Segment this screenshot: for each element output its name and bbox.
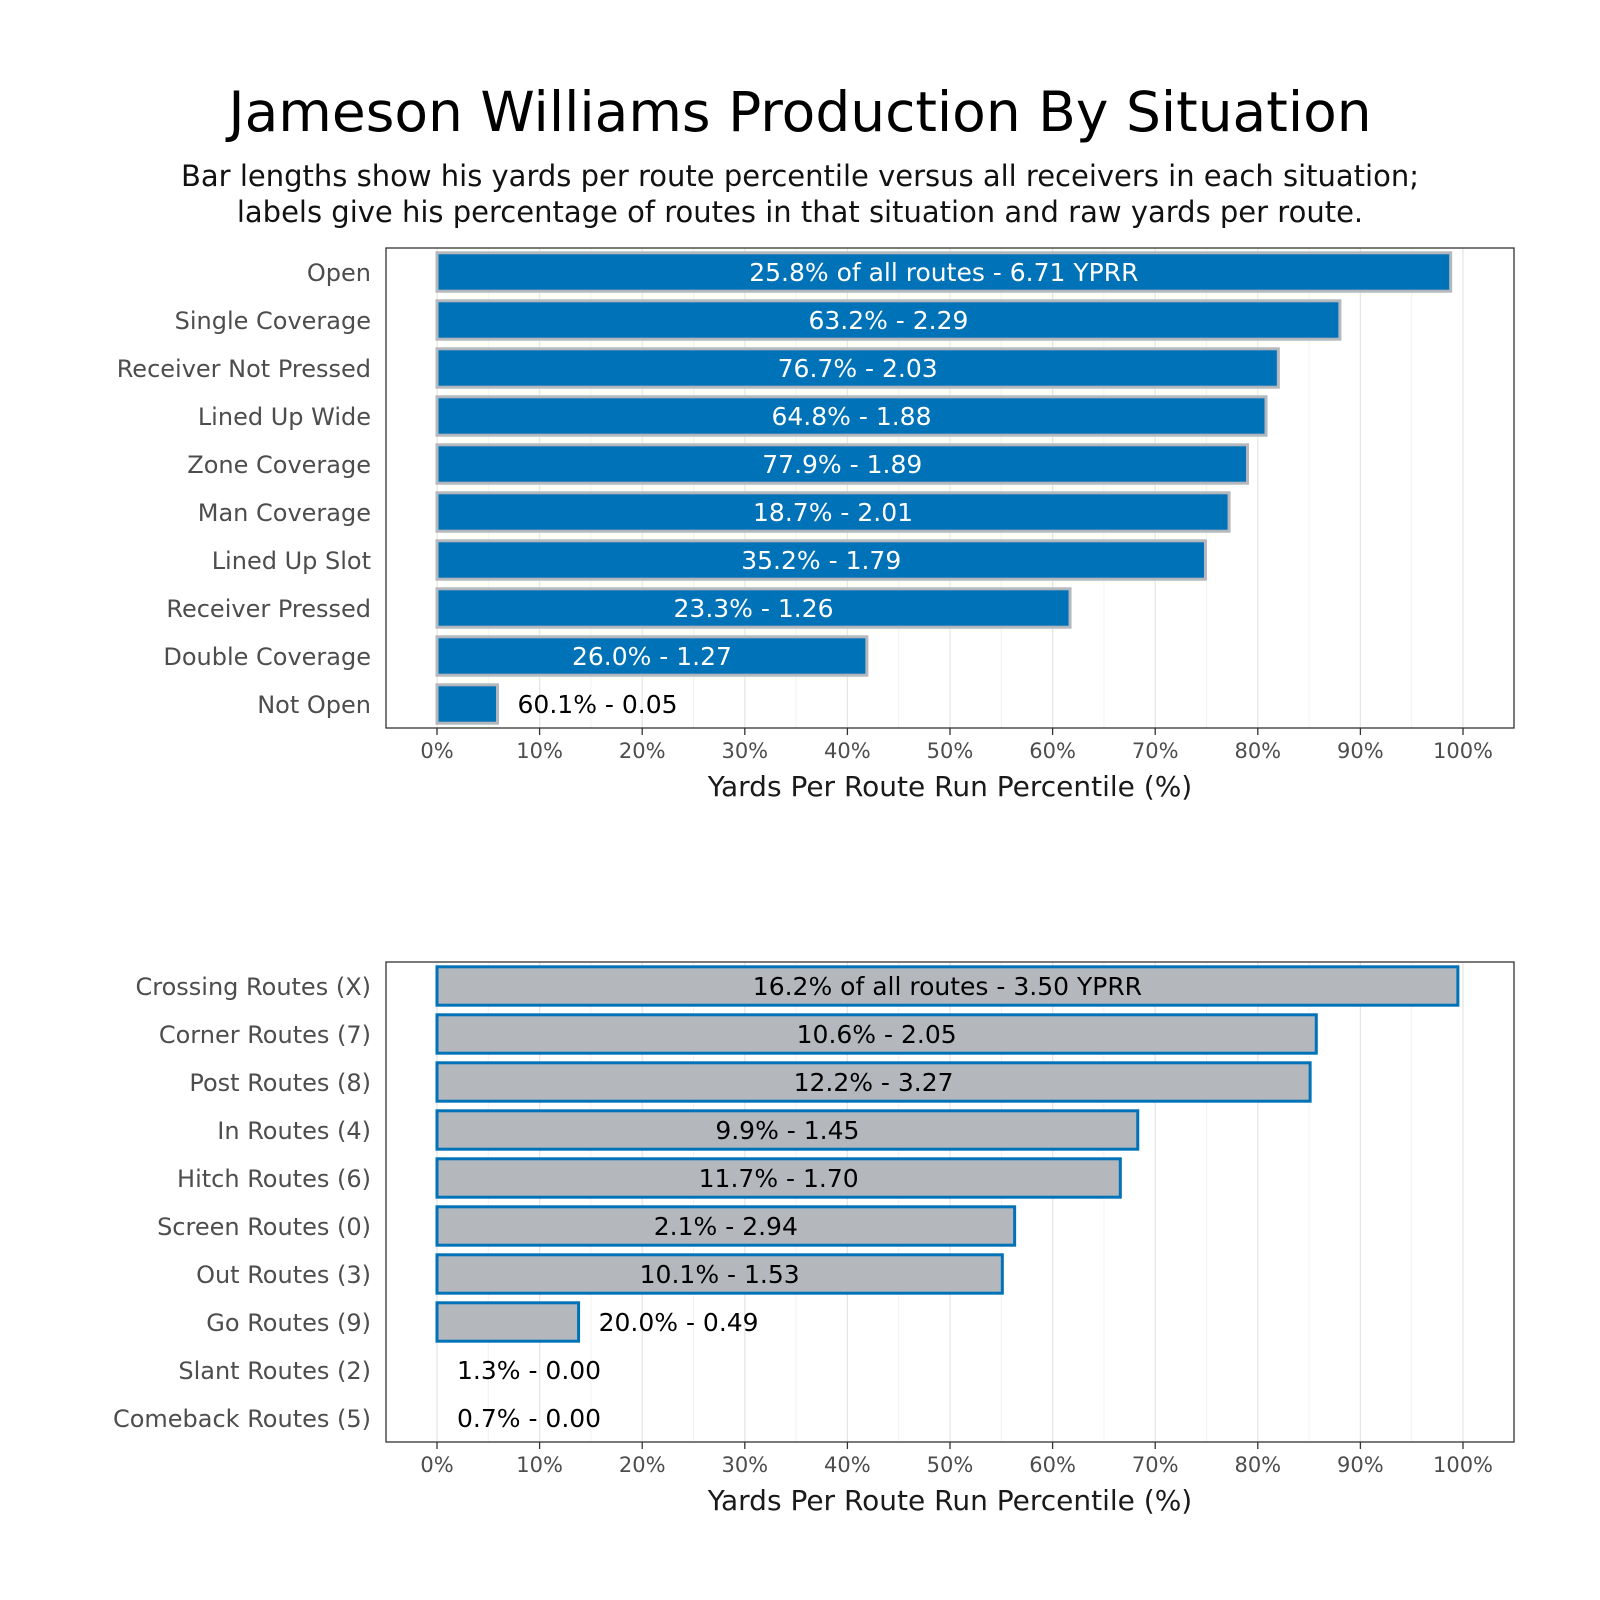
x-tick-label: 60% — [1029, 739, 1076, 763]
category-label: Post Routes (8) — [189, 1069, 371, 1097]
bar — [435, 491, 1231, 533]
category-label: Man Coverage — [198, 499, 371, 527]
category-label: Crossing Routes (X) — [136, 973, 372, 1001]
category-label: Lined Up Slot — [212, 547, 371, 575]
bar — [435, 299, 1342, 341]
category-label: Double Coverage — [163, 643, 371, 671]
bar-data-label: 11.7% - 1.70 — [699, 1164, 859, 1193]
category-label: Open — [307, 259, 371, 287]
category-label: Receiver Pressed — [166, 595, 371, 623]
x-axis-title: Yards Per Route Run Percentile (%) — [707, 770, 1192, 803]
bar-data-label: 64.8% - 1.88 — [772, 402, 932, 431]
x-tick-label: 90% — [1337, 739, 1384, 763]
category-label: Single Coverage — [175, 307, 371, 335]
bar — [435, 1061, 1312, 1103]
x-tick-label: 30% — [721, 739, 768, 763]
bar-data-label: 18.7% - 2.01 — [753, 498, 913, 527]
x-tick-label: 0% — [420, 739, 453, 763]
category-label: Lined Up Wide — [198, 403, 371, 431]
x-tick-label: 40% — [824, 739, 871, 763]
bar-data-label: 1.3% - 0.00 — [457, 1356, 601, 1385]
bar-data-label: 2.1% - 2.94 — [654, 1212, 798, 1241]
category-label: Out Routes (3) — [196, 1261, 371, 1289]
bar-data-label: 23.3% - 1.26 — [674, 594, 834, 623]
chart-panel-2: Crossing Routes (X) 16.2% of all routes -… — [113, 961, 1515, 1517]
x-tick-label: 10% — [516, 739, 563, 763]
bar-data-label: 76.7% - 2.03 — [778, 354, 938, 383]
bar-data-label: 10.1% - 1.53 — [640, 1260, 800, 1289]
bar-data-label: 60.1% - 0.05 — [518, 690, 678, 719]
bar — [435, 1301, 581, 1343]
x-tick-label: 100% — [1433, 1453, 1493, 1477]
bar-data-label: 9.9% - 1.45 — [715, 1116, 859, 1145]
x-tick-label: 60% — [1029, 1453, 1076, 1477]
bar — [435, 347, 1280, 389]
x-tick-label: 20% — [619, 1453, 666, 1477]
x-tick-label: 50% — [927, 739, 974, 763]
category-label: Corner Routes (7) — [159, 1021, 371, 1049]
bar — [435, 1253, 1004, 1295]
x-tick-label: 80% — [1234, 1453, 1281, 1477]
x-tick-label: 70% — [1132, 739, 1179, 763]
bar-data-label: 35.2% - 1.79 — [741, 546, 901, 575]
bar — [435, 1013, 1318, 1055]
bar-data-label: 26.0% - 1.27 — [572, 642, 732, 671]
category-label: Go Routes (9) — [206, 1309, 371, 1337]
bar-data-label: 12.2% - 3.27 — [794, 1068, 954, 1097]
subtitle-line-2: labels give his percentage of routes in … — [236, 195, 1364, 229]
bar — [435, 443, 1250, 485]
x-tick-label: 40% — [824, 1453, 871, 1477]
bar-data-label: 0.7% - 0.00 — [457, 1404, 601, 1433]
subtitle-line-1: Bar lengths show his yards per route per… — [181, 159, 1419, 193]
bar — [435, 683, 500, 725]
bar — [435, 251, 1453, 293]
x-tick-label: 0% — [420, 1453, 453, 1477]
chart-title: Jameson Williams Production By Situation — [228, 80, 1372, 144]
bar-data-label: 77.9% - 1.89 — [762, 450, 922, 479]
bar-data-label: 16.2% of all routes - 3.50 YPRR — [753, 972, 1142, 1001]
bar — [435, 635, 869, 677]
category-label: In Routes (4) — [217, 1117, 371, 1145]
category-label: Receiver Not Pressed — [117, 355, 371, 383]
bar — [435, 1205, 1017, 1247]
chart-subtitle: Bar lengths show his yards per route per… — [100, 158, 1500, 230]
category-label: Slant Routes (2) — [178, 1357, 371, 1385]
bar-data-label: 25.8% of all routes - 6.71 YPRR — [749, 258, 1138, 287]
x-tick-label: 10% — [516, 1453, 563, 1477]
x-tick-label: 20% — [619, 739, 666, 763]
category-label: Zone Coverage — [187, 451, 371, 479]
x-tick-label: 100% — [1433, 739, 1493, 763]
category-label: Not Open — [257, 691, 371, 719]
bar-data-label: 63.2% - 2.29 — [808, 306, 968, 335]
x-tick-label: 30% — [721, 1453, 768, 1477]
chart-panel-1: Open 25.8% of all routes - 6.71 YPRR Singl… — [117, 247, 1515, 803]
bar — [435, 1157, 1122, 1199]
category-label: Screen Routes (0) — [157, 1213, 371, 1241]
bar — [435, 539, 1207, 581]
x-tick-label: 80% — [1234, 739, 1281, 763]
x-tick-label: 90% — [1337, 1453, 1384, 1477]
category-label: Hitch Routes (6) — [177, 1165, 371, 1193]
x-tick-label: 70% — [1132, 1453, 1179, 1477]
bar-data-label: 10.6% - 2.05 — [797, 1020, 957, 1049]
bar — [435, 587, 1072, 629]
category-label: Comeback Routes (5) — [113, 1405, 371, 1433]
bar — [435, 1109, 1140, 1151]
bar-data-label: 20.0% - 0.49 — [599, 1308, 759, 1337]
bar — [435, 395, 1268, 437]
x-tick-label: 50% — [927, 1453, 974, 1477]
bar — [435, 965, 1460, 1007]
x-axis-title: Yards Per Route Run Percentile (%) — [707, 1484, 1192, 1517]
